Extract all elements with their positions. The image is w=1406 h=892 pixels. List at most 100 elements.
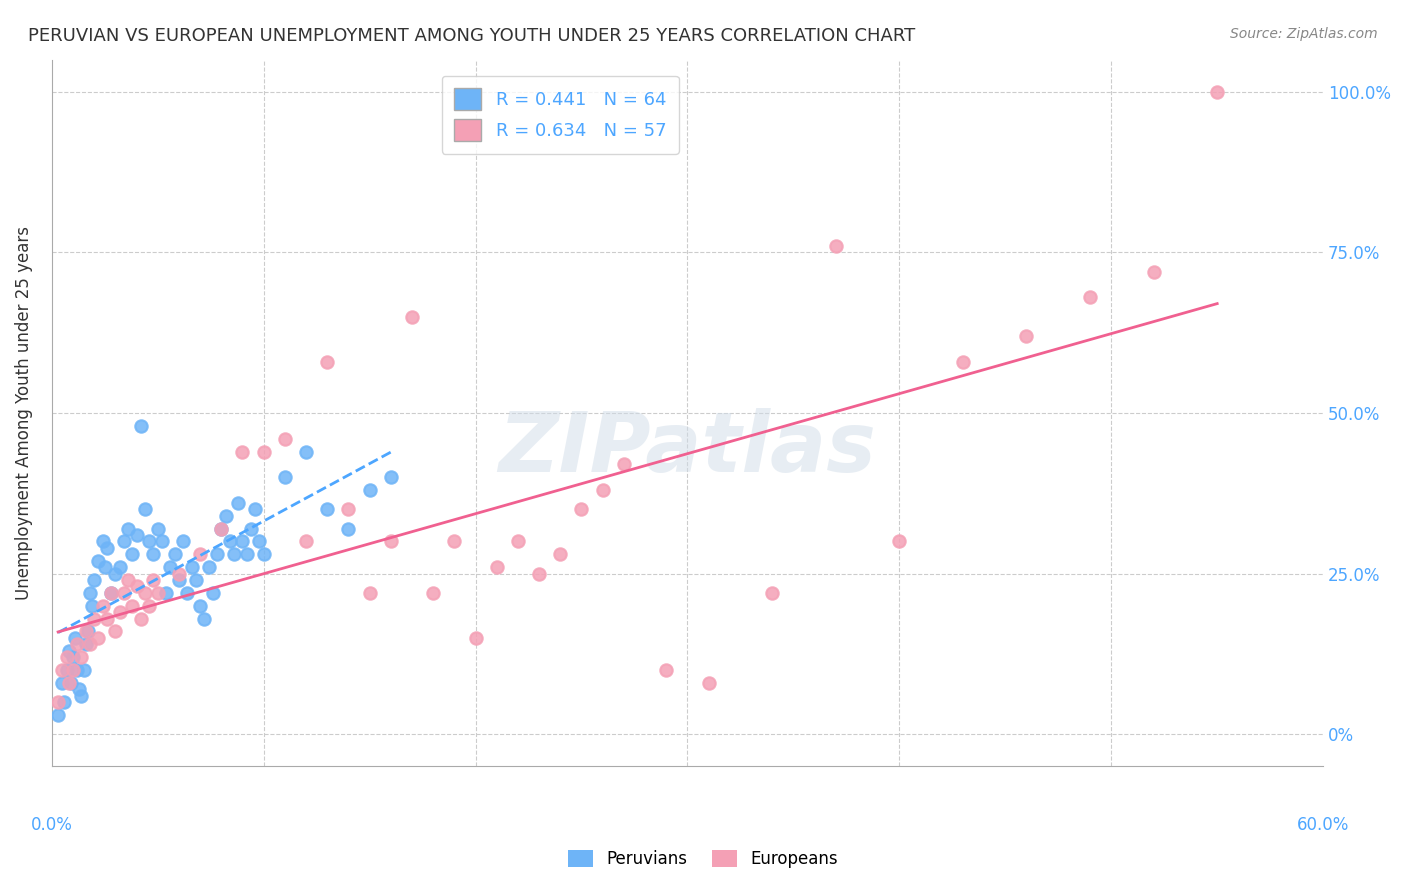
Point bbox=[51, 675, 73, 690]
Point bbox=[527, 566, 550, 581]
Point bbox=[697, 675, 720, 690]
Point bbox=[180, 560, 202, 574]
Point bbox=[91, 599, 114, 613]
Point bbox=[176, 586, 198, 600]
Point bbox=[59, 675, 82, 690]
Point bbox=[159, 560, 181, 574]
Point bbox=[134, 502, 156, 516]
Point bbox=[51, 663, 73, 677]
Point bbox=[226, 496, 249, 510]
Point bbox=[235, 547, 257, 561]
Point bbox=[163, 547, 186, 561]
Point bbox=[172, 534, 194, 549]
Point bbox=[112, 586, 135, 600]
Point bbox=[655, 663, 678, 677]
Point bbox=[380, 534, 402, 549]
Point bbox=[337, 522, 360, 536]
Point bbox=[337, 502, 360, 516]
Point bbox=[53, 695, 76, 709]
Point bbox=[443, 534, 465, 549]
Point bbox=[184, 573, 207, 587]
Point bbox=[117, 573, 139, 587]
Point bbox=[506, 534, 529, 549]
Point bbox=[100, 586, 122, 600]
Point bbox=[134, 586, 156, 600]
Text: PERUVIAN VS EUROPEAN UNEMPLOYMENT AMONG YOUTH UNDER 25 YEARS CORRELATION CHART: PERUVIAN VS EUROPEAN UNEMPLOYMENT AMONG … bbox=[28, 27, 915, 45]
Point bbox=[550, 547, 572, 561]
Point bbox=[253, 547, 276, 561]
Point bbox=[359, 483, 381, 497]
Point bbox=[58, 643, 80, 657]
Point bbox=[93, 560, 115, 574]
Point bbox=[1206, 85, 1229, 99]
Point bbox=[1078, 290, 1101, 304]
Text: 60.0%: 60.0% bbox=[1296, 816, 1350, 834]
Point bbox=[231, 444, 253, 458]
Point bbox=[316, 502, 339, 516]
Point bbox=[205, 547, 228, 561]
Point bbox=[138, 534, 160, 549]
Point bbox=[80, 599, 103, 613]
Point bbox=[295, 444, 318, 458]
Point bbox=[70, 689, 93, 703]
Point bbox=[295, 534, 318, 549]
Point bbox=[142, 547, 165, 561]
Point bbox=[422, 586, 444, 600]
Point bbox=[218, 534, 240, 549]
Point bbox=[253, 444, 276, 458]
Point bbox=[592, 483, 614, 497]
Point bbox=[401, 310, 423, 324]
Point bbox=[79, 637, 101, 651]
Point bbox=[274, 470, 297, 484]
Point bbox=[146, 522, 169, 536]
Legend: R = 0.441   N = 64, R = 0.634   N = 57: R = 0.441 N = 64, R = 0.634 N = 57 bbox=[441, 76, 679, 154]
Point bbox=[613, 458, 636, 472]
Point bbox=[100, 586, 122, 600]
Point bbox=[359, 586, 381, 600]
Point bbox=[129, 611, 152, 625]
Point bbox=[761, 586, 783, 600]
Point bbox=[243, 502, 266, 516]
Point bbox=[72, 663, 94, 677]
Point bbox=[167, 573, 190, 587]
Point bbox=[75, 637, 97, 651]
Point bbox=[125, 579, 148, 593]
Point bbox=[222, 547, 245, 561]
Point bbox=[188, 599, 211, 613]
Point bbox=[209, 522, 232, 536]
Point bbox=[62, 663, 84, 677]
Point bbox=[46, 695, 69, 709]
Point bbox=[380, 470, 402, 484]
Point bbox=[150, 534, 173, 549]
Point bbox=[167, 566, 190, 581]
Point bbox=[129, 418, 152, 433]
Point bbox=[142, 573, 165, 587]
Point bbox=[1015, 329, 1038, 343]
Point bbox=[952, 354, 974, 368]
Point bbox=[87, 554, 110, 568]
Point bbox=[231, 534, 253, 549]
Y-axis label: Unemployment Among Youth under 25 years: Unemployment Among Youth under 25 years bbox=[15, 226, 32, 600]
Point bbox=[121, 547, 143, 561]
Point bbox=[1142, 265, 1164, 279]
Point bbox=[889, 534, 911, 549]
Point bbox=[83, 611, 105, 625]
Point bbox=[55, 650, 77, 665]
Point bbox=[274, 432, 297, 446]
Text: 0.0%: 0.0% bbox=[31, 816, 73, 834]
Point bbox=[155, 586, 177, 600]
Point bbox=[96, 611, 118, 625]
Point bbox=[824, 239, 846, 253]
Point bbox=[201, 586, 224, 600]
Point bbox=[79, 586, 101, 600]
Point bbox=[197, 560, 219, 574]
Point bbox=[104, 624, 127, 639]
Point bbox=[117, 522, 139, 536]
Point bbox=[55, 663, 77, 677]
Point bbox=[96, 541, 118, 555]
Point bbox=[87, 631, 110, 645]
Text: Source: ZipAtlas.com: Source: ZipAtlas.com bbox=[1230, 27, 1378, 41]
Point bbox=[316, 354, 339, 368]
Point bbox=[188, 547, 211, 561]
Point bbox=[66, 637, 89, 651]
